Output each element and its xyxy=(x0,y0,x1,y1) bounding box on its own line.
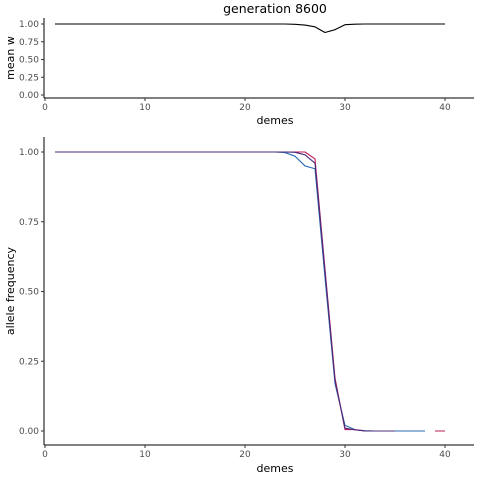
y-tick-label: 0.00 xyxy=(19,91,39,101)
chart-title: generation 8600 xyxy=(223,1,327,16)
y-tick-label: 0.75 xyxy=(19,38,39,48)
x-tick-label: 10 xyxy=(139,103,151,113)
y-tick-label: 0.50 xyxy=(19,288,39,298)
y-axis-title: allele frequency xyxy=(4,246,17,335)
x-tick-label: 30 xyxy=(339,450,351,460)
series-line-3 xyxy=(55,151,395,432)
y-axis-title: mean w xyxy=(4,36,17,80)
y-tick-label: 1.00 xyxy=(19,148,39,158)
y-tick-label: 0.25 xyxy=(19,357,39,367)
x-tick-label: 20 xyxy=(239,103,251,113)
x-axis-title: demes xyxy=(257,462,294,475)
panel-allele-frequency: 0 10 20 30 40 0.00 0.25 0.50 0.75 1.00 demes allele… xyxy=(4,137,474,475)
panel-mean-fitness: 0 10 20 30 40 0.00 0.25 0.50 0.75 1.00 demes mean w… xyxy=(4,1,474,127)
x-tick-label: 20 xyxy=(239,450,251,460)
x-tick-label: 0 xyxy=(42,450,48,460)
y-tick-label: 0.00 xyxy=(19,427,39,437)
x-tick-label: 40 xyxy=(439,450,451,460)
series-line-1 xyxy=(55,23,445,34)
x-tick-label: 10 xyxy=(139,450,151,460)
y-tick-label: 1.00 xyxy=(19,20,39,30)
x-tick-label: 30 xyxy=(339,103,351,113)
y-tick-label: 0.50 xyxy=(19,56,39,66)
series-line-2 xyxy=(55,151,445,432)
y-tick-label: 0.25 xyxy=(19,73,39,83)
y-tick-label: 0.75 xyxy=(19,218,39,228)
x-tick-label: 40 xyxy=(439,103,451,113)
x-tick-label: 0 xyxy=(42,103,48,113)
x-axis-title: demes xyxy=(257,114,294,127)
series-line-1 xyxy=(55,151,425,432)
